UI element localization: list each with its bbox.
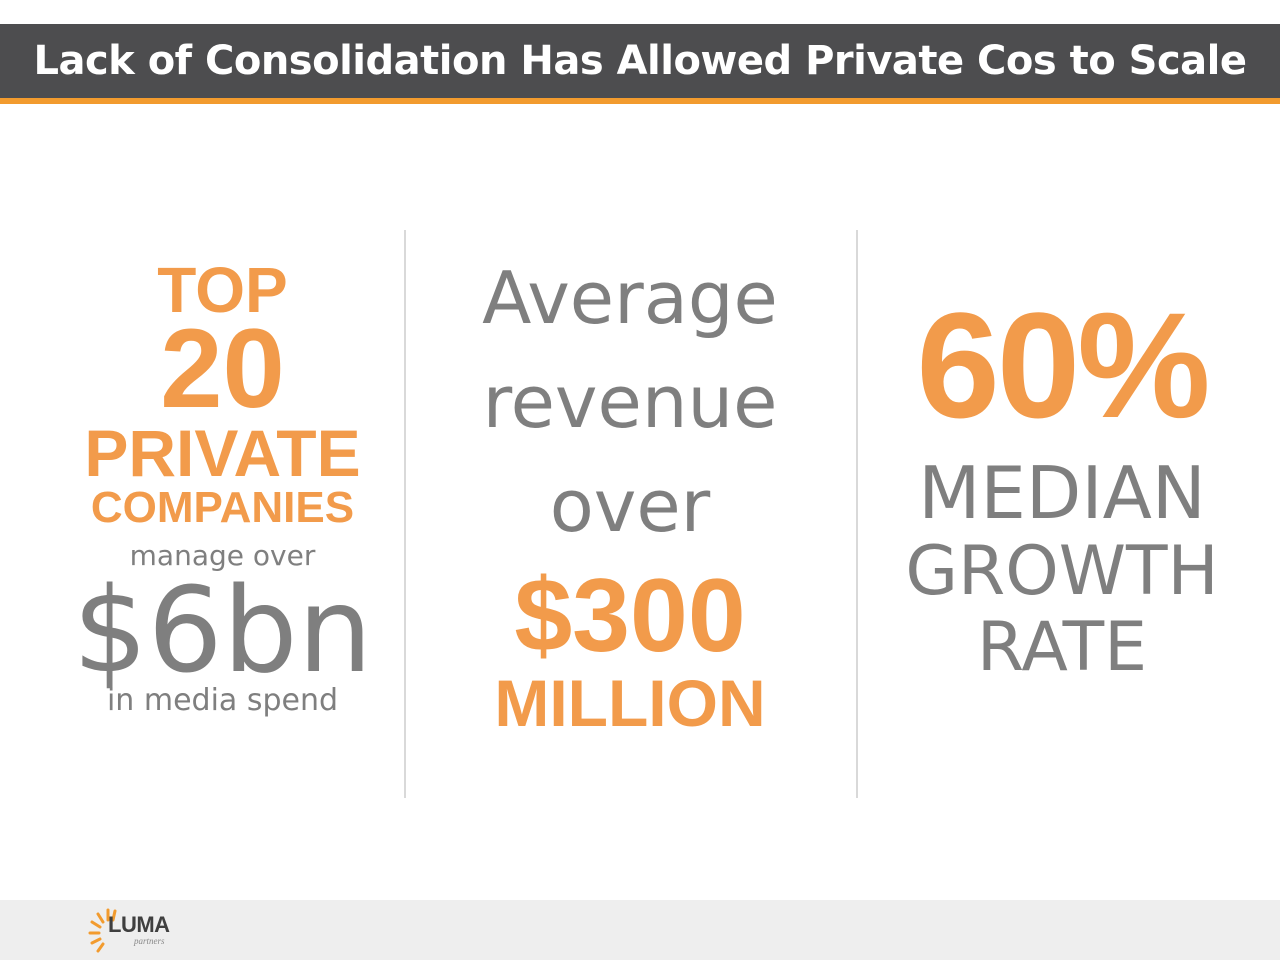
stat-growth-percent: 60% bbox=[916, 281, 1210, 449]
stat-top-20-companies: TOP 20 PRIVATE COMPANIES manage over $6b… bbox=[40, 240, 405, 718]
stat-manage-label: manage over bbox=[129, 539, 316, 572]
column-divider-right bbox=[856, 230, 858, 798]
stat-median-growth: 60% MEDIAN GROWTH RATE bbox=[862, 240, 1262, 686]
stat-private-label: PRIVATE bbox=[84, 416, 361, 490]
stat-revenue-line1: Average bbox=[482, 256, 778, 340]
stat-top-number: 20 bbox=[160, 306, 285, 431]
logo-wordmark: LUMA bbox=[108, 912, 170, 937]
luma-sun-icon bbox=[88, 908, 117, 953]
stat-revenue-line3: over bbox=[549, 464, 711, 548]
footer-bar: LUMA partners bbox=[0, 900, 1280, 960]
stat-media-amount: $6bn bbox=[72, 561, 373, 699]
stat-revenue-line2: revenue bbox=[482, 360, 778, 444]
column-divider-left bbox=[404, 230, 406, 798]
stat-average-revenue: Average revenue over $300 MILLION bbox=[410, 240, 850, 738]
stat-growth-line3: RATE bbox=[976, 608, 1148, 687]
title-bar: Lack of Consolidation Has Allowed Privat… bbox=[0, 24, 1280, 104]
stat-companies-label: COMPANIES bbox=[90, 483, 355, 532]
stat-top-label: TOP bbox=[157, 254, 288, 326]
stat-revenue-amount: $300 bbox=[514, 558, 746, 674]
stat-growth-line1: MEDIAN bbox=[918, 451, 1206, 535]
stat-media-label: in media spend bbox=[106, 683, 339, 718]
logo-subtitle: partners bbox=[134, 936, 165, 946]
slide-title: Lack of Consolidation Has Allowed Privat… bbox=[33, 38, 1247, 84]
stat-growth-line2: GROWTH bbox=[905, 532, 1219, 611]
stat-revenue-unit: MILLION bbox=[494, 666, 766, 740]
